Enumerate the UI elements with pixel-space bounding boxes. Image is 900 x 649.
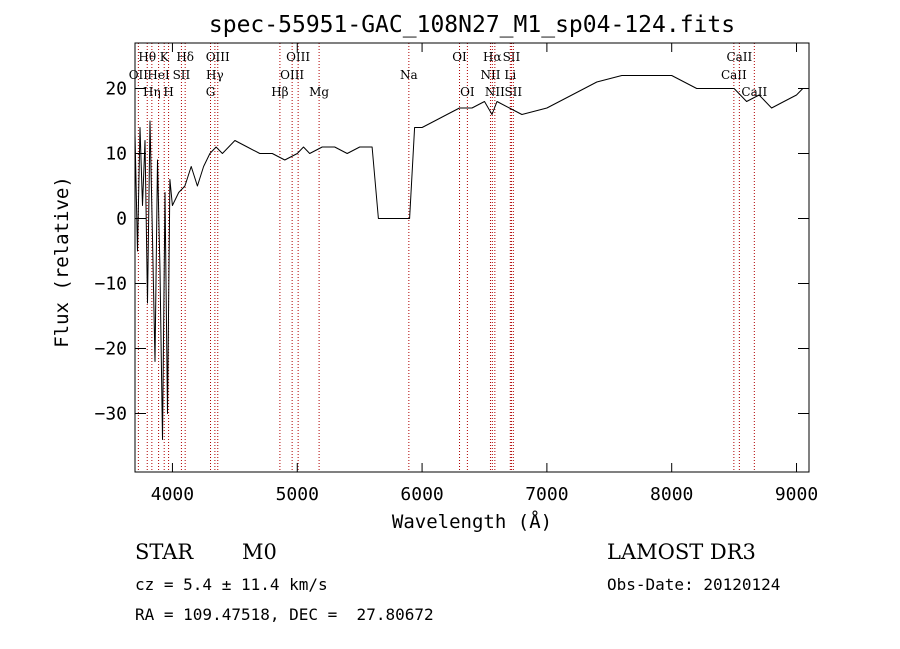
x-tick-label: 5000	[276, 484, 319, 505]
redshift-velocity: cz = 5.4 ± 11.4 km/s	[135, 575, 328, 594]
object-class: STAR	[135, 540, 194, 564]
spectrum-line	[134, 75, 804, 440]
line-marker-label: Hα	[483, 50, 502, 64]
y-axis-label: Flux (relative)	[51, 176, 73, 348]
line-marker-label: Hγ	[206, 68, 224, 82]
coordinates: RA = 109.47518, DEC = 27.80672	[135, 605, 434, 624]
line-marker-label: SII	[504, 85, 522, 99]
line-marker-label: G	[206, 85, 216, 99]
y-tick-label: 0	[116, 209, 127, 230]
line-marker-label: OI	[460, 85, 475, 99]
x-axis-label: Wavelength (Å)	[392, 510, 552, 533]
y-tick-label: −10	[94, 274, 127, 295]
x-tick-label: 9000	[775, 484, 818, 505]
line-marker-label: CaII	[741, 85, 767, 99]
data-layer	[134, 75, 804, 440]
line-marker-label: OII	[129, 68, 149, 82]
observation-date: Obs-Date: 20120124	[607, 575, 781, 594]
line-marker-label: OI	[452, 50, 467, 64]
line-marker-label: Mg	[309, 85, 329, 99]
line-marker-label: CaII	[721, 68, 747, 82]
y-tick-label: −20	[94, 339, 127, 360]
line-marker-label: SII	[173, 68, 191, 82]
survey-name: LAMOST DR3	[607, 540, 756, 564]
chart-title: spec-55951-GAC_108N27_M1_sp04-124.fits	[209, 12, 735, 38]
line-marker-label: NII	[480, 68, 500, 82]
line-marker-label: CaII	[726, 50, 752, 64]
line-marker-label: Hη	[143, 85, 161, 99]
x-tick-label: 8000	[650, 484, 693, 505]
line-marker-label: Hθ	[138, 50, 156, 64]
line-marker-label: Na	[400, 68, 418, 82]
line-marker-label: SII	[503, 50, 521, 64]
line-marker-label: OIII	[286, 50, 310, 64]
line-marker-label: OIII	[206, 50, 230, 64]
line-marker-label: NII	[485, 85, 505, 99]
plot-frame	[134, 42, 810, 473]
line-marker-label: Hδ	[176, 50, 194, 64]
x-tick-label: 6000	[400, 484, 443, 505]
y-tick-label: −30	[94, 404, 127, 425]
axis-layer: 4000 5000 6000 7000 8000 9000 −30 −20 −10 0 10 20	[94, 43, 818, 505]
line-marker-label: OIII	[280, 68, 304, 82]
line-marker-label: K	[160, 50, 170, 64]
object-subclass: M0	[242, 540, 277, 564]
line-marker-label: Li	[504, 68, 516, 82]
x-tick-label: 4000	[151, 484, 194, 505]
y-tick-label: 10	[105, 144, 127, 165]
line-marker-label: Hβ	[271, 85, 288, 99]
x-tick-label: 7000	[525, 484, 568, 505]
line-marker-layer: HθOIIHηHeIKHSIIHδGHγOIIIHβOIIIOIIIMgNaOI…	[129, 43, 767, 472]
line-marker-label: HeI	[147, 68, 170, 82]
y-tick-label: 20	[105, 79, 127, 100]
line-marker-label: H	[163, 85, 173, 99]
